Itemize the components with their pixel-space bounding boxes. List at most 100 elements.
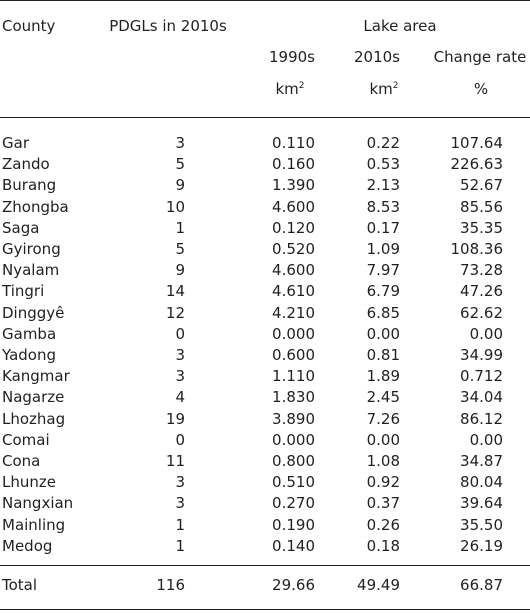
row-pdgls: 3 <box>175 346 185 364</box>
row-county: Nyalam <box>2 261 60 280</box>
row-area-1990: 4.210 <box>272 303 315 322</box>
row-area-1990: 0.110 <box>272 134 315 152</box>
row-change-rate: 80.04 <box>460 473 503 492</box>
header-unit-1990: km2 <box>275 80 305 98</box>
row-area-1990: 0.000 <box>272 430 315 449</box>
row-area-2010: 0.92 <box>366 473 400 492</box>
row-pdgls: 3 <box>175 134 185 152</box>
row-area-2010: 0.17 <box>366 218 400 237</box>
row-county: Mainling <box>2 515 66 534</box>
row-area-2010: 8.53 <box>366 197 400 216</box>
total-1990: 29.66 <box>272 576 315 594</box>
row-area-2010: 0.18 <box>366 536 400 555</box>
row-area-2010: 7.97 <box>366 261 400 280</box>
row-area-1990: 0.270 <box>272 494 315 513</box>
row-area-1990: 0.510 <box>272 473 315 492</box>
row-change-rate: 35.35 <box>460 218 503 237</box>
row-county: Comai <box>2 430 50 449</box>
header-unit-pct: % <box>473 80 489 98</box>
total-rate: 66.87 <box>460 576 503 594</box>
row-change-rate: 85.56 <box>460 197 503 216</box>
row-change-rate: 52.67 <box>460 176 503 195</box>
row-pdgls: 3 <box>175 367 185 386</box>
row-change-rate: 107.64 <box>450 134 504 152</box>
row-pdgls: 9 <box>175 176 185 195</box>
row-change-rate: 39.64 <box>460 494 503 513</box>
row-pdgls: 12 <box>165 303 185 322</box>
row-change-rate: 35.50 <box>460 515 503 534</box>
row-pdgls: 9 <box>175 261 185 280</box>
row-pdgls: 11 <box>165 452 185 470</box>
row-area-1990: 0.120 <box>272 218 315 237</box>
row-area-2010: 0.00 <box>366 430 400 449</box>
row-change-rate: 26.19 <box>460 536 503 555</box>
row-county: Lhunze <box>2 473 56 492</box>
row-change-rate: 73.28 <box>460 261 503 280</box>
row-area-1990: 0.600 <box>272 346 315 364</box>
row-area-1990: 4.610 <box>272 282 315 301</box>
row-change-rate: 0.00 <box>469 430 503 449</box>
row-county: Zando <box>2 155 50 174</box>
header-1990s: 1990s <box>269 48 315 66</box>
header-pdgls: PDGLs in 2010s <box>109 17 227 35</box>
total-2010: 49.49 <box>357 576 400 594</box>
row-area-2010: 1.09 <box>366 240 400 258</box>
row-pdgls: 14 <box>165 282 185 301</box>
row-pdgls: 1 <box>175 218 185 237</box>
row-pdgls: 0 <box>175 430 185 449</box>
row-change-rate: 47.26 <box>460 282 503 301</box>
total-pdgls: 116 <box>156 576 185 594</box>
header-change-rate: Change rate <box>433 48 527 66</box>
row-county: Saga <box>2 218 40 237</box>
row-change-rate: 34.87 <box>460 452 503 470</box>
row-area-1990: 0.000 <box>272 324 315 343</box>
row-county: Medog <box>2 536 53 555</box>
row-county: Nagarze <box>2 388 65 407</box>
row-change-rate: 86.12 <box>460 409 503 428</box>
row-area-1990: 1.830 <box>272 388 315 407</box>
row-area-1990: 3.890 <box>272 409 315 428</box>
row-area-1990: 0.520 <box>272 240 315 258</box>
row-pdgls: 10 <box>165 197 185 216</box>
row-area-1990: 4.600 <box>272 261 315 280</box>
row-area-2010: 0.37 <box>366 494 400 513</box>
row-area-2010: 2.13 <box>366 176 400 195</box>
row-area-2010: 1.08 <box>366 452 400 470</box>
row-pdgls: 1 <box>175 536 185 555</box>
header-county: County <box>2 17 56 35</box>
row-area-1990: 0.190 <box>272 515 315 534</box>
row-change-rate: 0.712 <box>460 367 503 386</box>
row-county: Cona <box>2 452 41 470</box>
row-area-2010: 6.85 <box>366 303 400 322</box>
row-county: Dinggyê <box>2 303 65 322</box>
row-pdgls: 4 <box>175 388 185 407</box>
row-county: Zhongba <box>2 197 69 216</box>
row-county: Burang <box>2 176 57 195</box>
row-area-2010: 0.26 <box>366 515 400 534</box>
bottom-rule <box>0 609 530 610</box>
row-area-2010: 7.26 <box>366 409 400 428</box>
row-pdgls: 0 <box>175 324 185 343</box>
row-pdgls: 19 <box>165 409 185 428</box>
total-label: Total <box>2 576 38 594</box>
row-area-1990: 1.390 <box>272 176 315 195</box>
row-change-rate: 0.00 <box>469 324 503 343</box>
total-rule <box>0 565 530 566</box>
row-change-rate: 62.62 <box>460 303 503 322</box>
header-unit-2010: km2 <box>369 80 399 98</box>
row-change-rate: 34.99 <box>460 346 503 364</box>
row-area-2010: 0.22 <box>366 134 400 152</box>
header-rule <box>0 117 530 118</box>
row-change-rate: 34.04 <box>460 388 503 407</box>
row-change-rate: 226.63 <box>450 155 504 174</box>
row-area-2010: 0.81 <box>366 346 400 364</box>
row-pdgls: 5 <box>175 155 185 174</box>
row-area-2010: 0.53 <box>366 155 400 174</box>
row-area-1990: 0.800 <box>272 452 315 470</box>
top-rule <box>0 0 530 1</box>
row-county: Nangxian <box>2 494 74 513</box>
row-county: Yadong <box>2 346 57 364</box>
row-area-2010: 6.79 <box>366 282 400 301</box>
row-county: Gyirong <box>2 240 61 258</box>
row-area-2010: 2.45 <box>366 388 400 407</box>
